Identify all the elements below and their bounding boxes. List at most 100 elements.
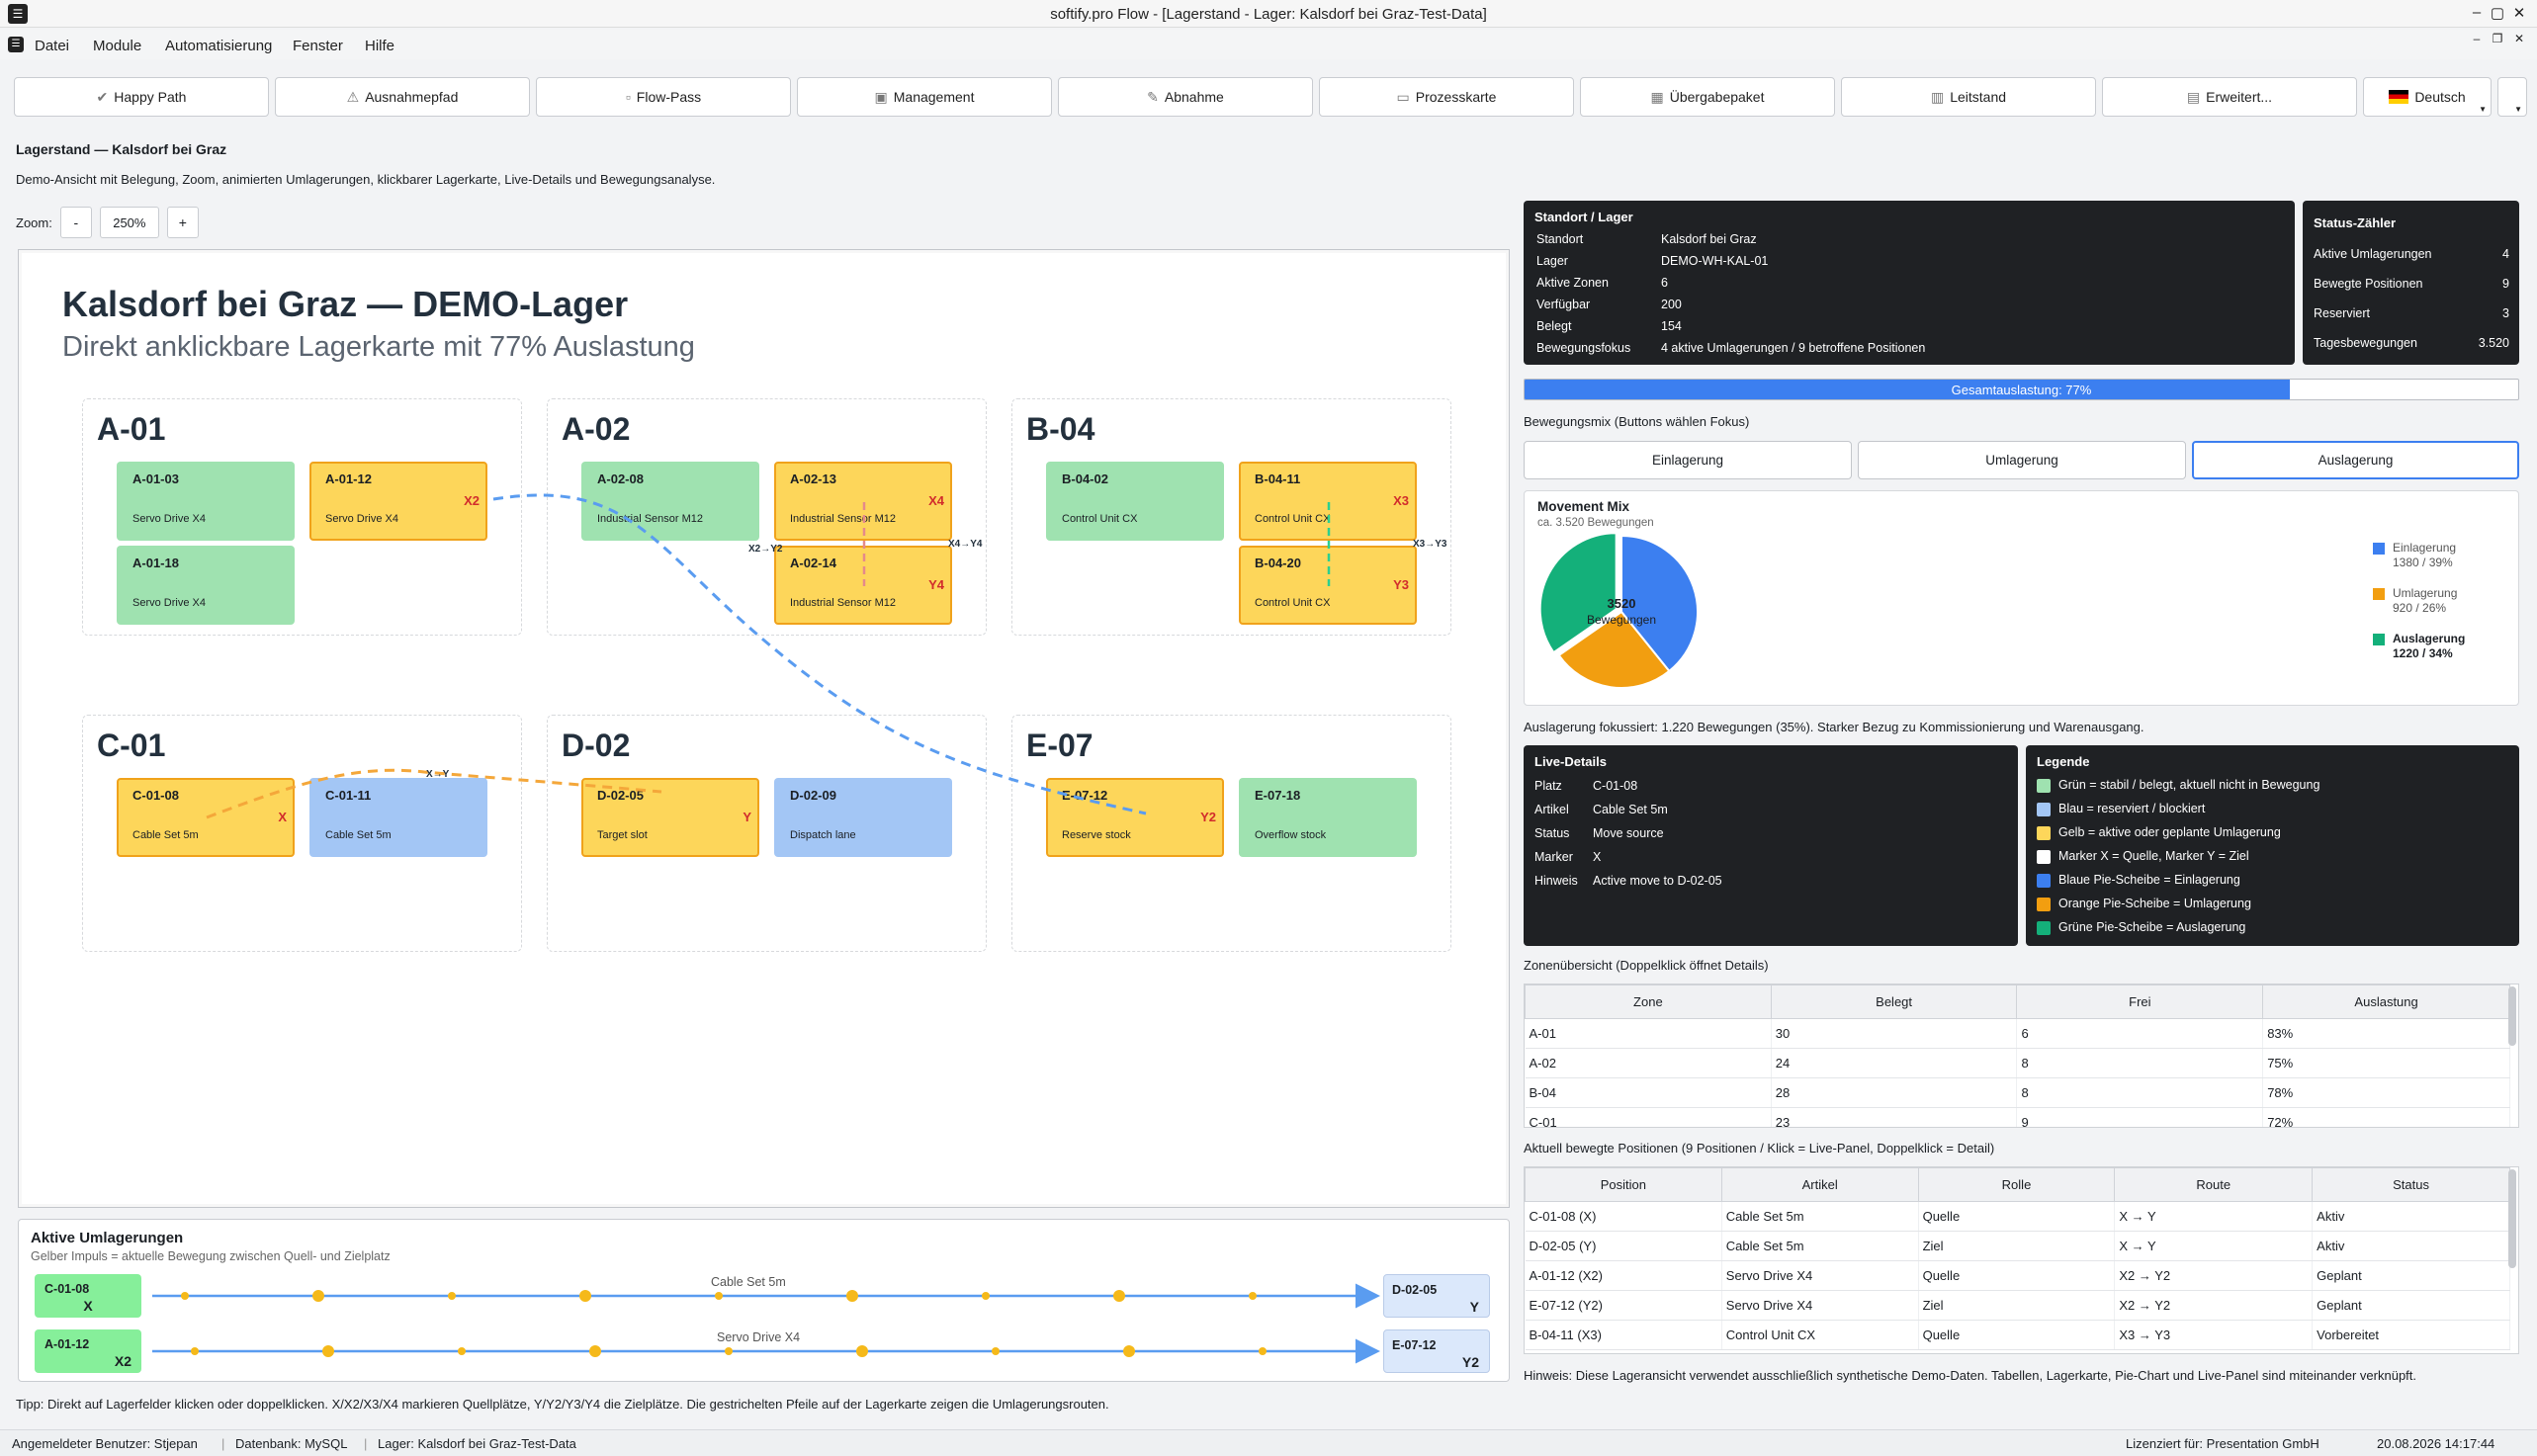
slot-a-02-13[interactable]: A-02-13 Industrial Sensor M12 X4	[774, 462, 952, 541]
zone-a-01[interactable]: A-01 A-01-03 Servo Drive X4 A-01-12 Servo …	[82, 398, 522, 636]
mdi-restore-icon[interactable]: ❐	[2492, 32, 2503, 45]
col-route[interactable]: Route	[2114, 1167, 2314, 1202]
col-artikel[interactable]: Artikel	[1720, 1167, 1919, 1202]
focus-umlagerung-button[interactable]: Umlagerung	[1858, 441, 2186, 479]
zone-d-02[interactable]: D-02 D-02-05 Target slot Y D-02-09 Dispatch…	[547, 715, 987, 952]
zone-e-07[interactable]: E-07 E-07-12 Reserve stock Y2 E-07-18 Overf…	[1011, 715, 1451, 952]
legend-swatch	[2037, 898, 2051, 911]
position-row[interactable]: E-07-12 (Y2) Servo Drive X4 Ziel X2 → Y2 Gep…	[1525, 1290, 2510, 1321]
abnahme-button[interactable]: ✎ Abnahme	[1058, 77, 1313, 117]
slot-b-04-20[interactable]: B-04-20 Control Unit CX Y3	[1239, 546, 1417, 625]
zone-row[interactable]: B-04 28 8 78%	[1525, 1077, 2510, 1108]
positions-scrollbar[interactable]	[2508, 1169, 2516, 1268]
zone-c-01[interactable]: C-01 C-01-08 Cable Set 5m X C-01-11 Cable S…	[82, 715, 522, 952]
close-icon[interactable]: ✕	[2512, 5, 2526, 22]
table-cell: Servo Drive X4	[1721, 1290, 1919, 1321]
language-dropdown[interactable]: Deutsch ▼	[2363, 77, 2492, 117]
ausnahmepfad-button[interactable]: ⚠ Ausnahmepfad	[275, 77, 530, 117]
col-zone[interactable]: Zone	[1525, 985, 1772, 1019]
mdi-minimize-icon[interactable]: –	[2473, 32, 2481, 45]
demo-hint: Hinweis: Diese Lageransicht verwendet au…	[1524, 1368, 2417, 1383]
menu-hilfe[interactable]: Hilfe	[365, 38, 395, 54]
col-rolle[interactable]: Rolle	[1917, 1167, 2116, 1202]
slot-article: Industrial Sensor M12	[597, 513, 703, 525]
zoom-out-button[interactable]: -	[59, 207, 92, 238]
menu-fenster[interactable]: Fenster	[293, 38, 343, 54]
zoom-in-button[interactable]: +	[166, 207, 199, 238]
zone-a-02[interactable]: A-02 A-02-08 Industrial Sensor M12 A-02-1…	[547, 398, 987, 636]
minimize-icon[interactable]: –	[2472, 4, 2482, 21]
transfer-target[interactable]: E-07-12 Y2	[1383, 1329, 1490, 1373]
slot-c-01-11[interactable]: C-01-11 Cable Set 5m	[309, 778, 487, 857]
zones-scrollbar[interactable]	[2508, 986, 2516, 1046]
zone-b-04[interactable]: B-04 B-04-02 Control Unit CX B-04-11 Contr…	[1011, 398, 1451, 636]
slot-a-02-14[interactable]: A-02-14 Industrial Sensor M12 Y4	[774, 546, 952, 625]
zone-label: A-01	[97, 411, 166, 447]
col-auslastung[interactable]: Auslastung	[2262, 985, 2510, 1019]
mdi-close-icon[interactable]: ✕	[2513, 32, 2525, 45]
col-status[interactable]: Status	[2312, 1167, 2510, 1202]
table-cell: B-04-11 (X3)	[1525, 1320, 1722, 1350]
maximize-icon[interactable]: ▢	[2490, 5, 2505, 22]
table-cell: 9	[2016, 1107, 2264, 1127]
focus-auslagerung-button[interactable]: Auslagerung	[2192, 441, 2519, 479]
menu-automatisierung[interactable]: Automatisierung	[165, 38, 273, 54]
zone-row[interactable]: A-02 24 8 75%	[1525, 1048, 2510, 1078]
col-frei[interactable]: Frei	[2016, 985, 2264, 1019]
extended-icon: ▤	[2186, 88, 2201, 105]
slot-a-01-12[interactable]: A-01-12 Servo Drive X4 X2	[309, 462, 487, 541]
management-button[interactable]: ▣ Management	[797, 77, 1052, 117]
erweitert-button[interactable]: ▤ Erweitert...	[2102, 77, 2357, 117]
position-row[interactable]: D-02-05 (Y) Cable Set 5m Ziel X → Y Aktiv	[1525, 1231, 2510, 1261]
legend-value: 1220 / 34%	[2393, 646, 2453, 660]
slot-article: Control Unit CX	[1255, 597, 1331, 609]
menu-datei[interactable]: Datei	[35, 38, 70, 54]
slot-e-07-18[interactable]: E-07-18 Overflow stock	[1239, 778, 1417, 857]
app-small-icon: ☰	[8, 37, 24, 52]
slot-b-04-02[interactable]: B-04-02 Control Unit CX	[1046, 462, 1224, 541]
leitstand-button[interactable]: ▥ Leitstand	[1841, 77, 2096, 117]
flow-pass-button[interactable]: ▫ Flow-Pass	[536, 77, 791, 117]
position-row[interactable]: B-04-11 (X3) Control Unit CX Quelle X3 → Y3…	[1525, 1320, 2510, 1350]
slot-a-01-03[interactable]: A-01-03 Servo Drive X4	[117, 462, 295, 541]
toolbar-overflow-button[interactable]: ▼	[2497, 77, 2527, 117]
app-menu-icon[interactable]: ☰	[8, 4, 28, 24]
zone-row[interactable]: A-01 30 6 83%	[1525, 1018, 2510, 1049]
position-row[interactable]: A-01-12 (X2) Servo Drive X4 Quelle X2 → Y2 G…	[1525, 1260, 2510, 1291]
pie-svg[interactable]: 3520 Bewegungen	[1531, 529, 1708, 707]
legend-name: Einlagerung	[2393, 541, 2457, 555]
slot-c-01-08[interactable]: C-01-08 Cable Set 5m X	[117, 778, 295, 857]
zone-row[interactable]: C-01 23 9 72%	[1525, 1107, 2510, 1127]
slot-d-02-09[interactable]: D-02-09 Dispatch lane	[774, 778, 952, 857]
transfer-target[interactable]: D-02-05 Y	[1383, 1274, 1490, 1318]
legend-text: Grüne Pie-Scheibe = Auslagerung	[2058, 920, 2246, 934]
pie-slice-umlagerung[interactable]	[1557, 610, 1671, 689]
col-position[interactable]: Position	[1525, 1167, 1722, 1202]
transfer-source[interactable]: A-01-12 X2	[35, 1329, 141, 1373]
slot-b-04-11[interactable]: B-04-11 Control Unit CX X3	[1239, 462, 1417, 541]
col-belegt[interactable]: Belegt	[1770, 985, 2018, 1019]
slot-e-07-12[interactable]: E-07-12 Reserve stock Y2	[1046, 778, 1224, 857]
happy-path-button[interactable]: ✔ Happy Path	[14, 77, 269, 117]
transfer-source[interactable]: C-01-08 X	[35, 1274, 141, 1318]
position-row[interactable]: C-01-08 (X) Cable Set 5m Quelle X → Y Aktiv	[1525, 1201, 2510, 1232]
pulse-dot	[1259, 1347, 1267, 1355]
prozesskarte-button[interactable]: ▭ Prozesskarte	[1319, 77, 1574, 117]
uebergabepaket-button[interactable]: ▦ Übergabepaket	[1580, 77, 1835, 117]
zones-table[interactable]: Zone Belegt Frei Auslastung A-01 30 6 83% A-…	[1524, 984, 2519, 1128]
kv-key: Status	[1534, 826, 1570, 840]
status-separator: |	[221, 1436, 225, 1451]
slot-d-02-05[interactable]: D-02-05 Target slot Y	[581, 778, 759, 857]
pie-slice-auslagerung[interactable]	[1538, 532, 1618, 654]
slot-a-02-08[interactable]: A-02-08 Industrial Sensor M12	[581, 462, 759, 541]
menu-module[interactable]: Module	[93, 38, 142, 54]
legend-title: Legende	[2037, 754, 2090, 769]
pie-slice-einlagerung[interactable]	[1620, 534, 1699, 673]
prozesskarte-label: Prozesskarte	[1415, 89, 1497, 105]
table-cell: 8	[2016, 1077, 2264, 1108]
kv-value: 154	[1661, 319, 1682, 333]
focus-einlagerung-button[interactable]: Einlagerung	[1524, 441, 1852, 479]
slot-a-01-18[interactable]: A-01-18 Servo Drive X4	[117, 546, 295, 625]
warehouse-map[interactable]: Kalsdorf bei Graz — DEMO-Lager Direkt an…	[18, 249, 1510, 1208]
positions-table[interactable]: Position Artikel Rolle Route Status C-01…	[1524, 1166, 2519, 1354]
